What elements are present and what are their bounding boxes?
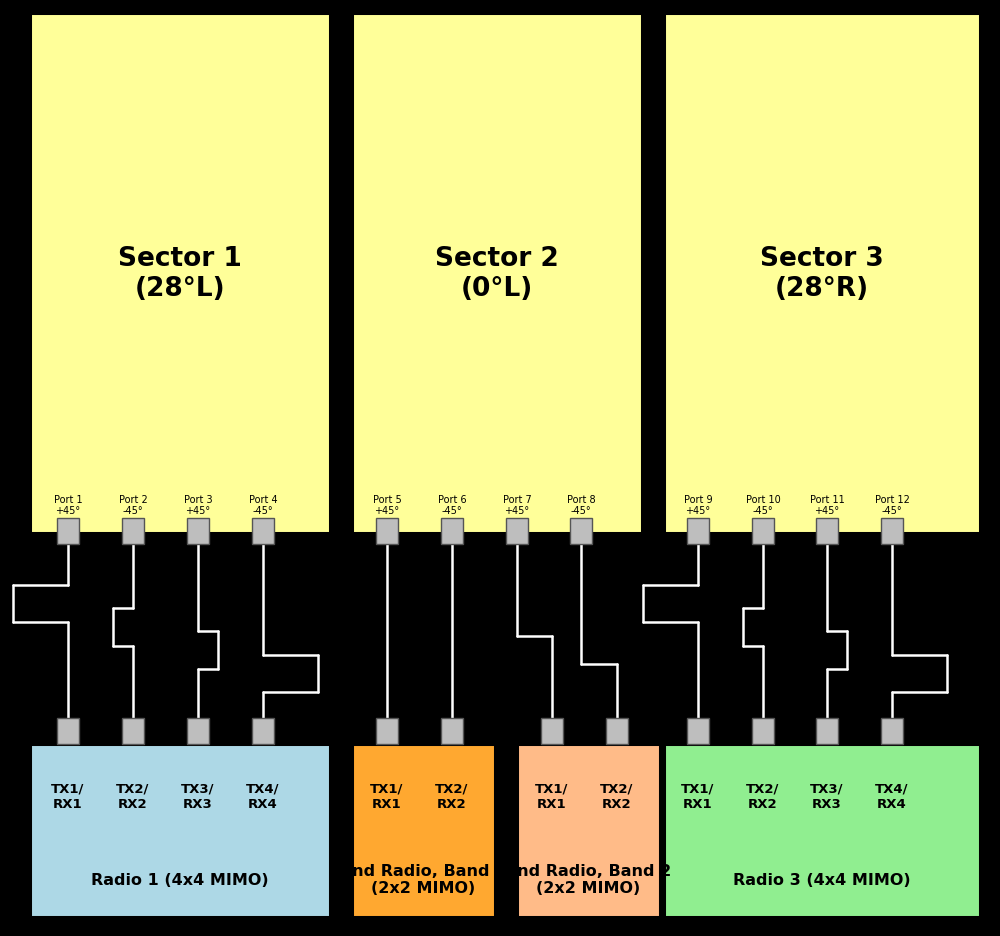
- Text: TX2/
RX2: TX2/ RX2: [435, 782, 469, 810]
- Text: Sector 1
(28°L): Sector 1 (28°L): [118, 246, 242, 301]
- FancyBboxPatch shape: [57, 718, 79, 744]
- Text: Port 1
+45°: Port 1 +45°: [54, 494, 82, 516]
- FancyBboxPatch shape: [687, 718, 709, 744]
- Text: TX1/
RX1: TX1/ RX1: [51, 782, 85, 810]
- Text: Port 11
+45°: Port 11 +45°: [810, 494, 844, 516]
- FancyBboxPatch shape: [752, 519, 774, 545]
- Text: Sector 2
(0°L): Sector 2 (0°L): [435, 246, 559, 301]
- FancyBboxPatch shape: [252, 519, 274, 545]
- Text: Port 9
+45°: Port 9 +45°: [684, 494, 712, 516]
- Text: Port 7
+45°: Port 7 +45°: [503, 494, 531, 516]
- FancyBboxPatch shape: [352, 744, 495, 917]
- Text: Port 3
+45°: Port 3 +45°: [184, 494, 212, 516]
- FancyBboxPatch shape: [606, 718, 628, 744]
- Text: TX1/
RX1: TX1/ RX1: [370, 782, 404, 810]
- Text: Port 10
-45°: Port 10 -45°: [746, 494, 780, 516]
- FancyBboxPatch shape: [441, 519, 463, 545]
- FancyBboxPatch shape: [352, 14, 642, 534]
- FancyBboxPatch shape: [187, 718, 209, 744]
- Text: Port 6
-45°: Port 6 -45°: [438, 494, 466, 516]
- FancyBboxPatch shape: [376, 718, 398, 744]
- Text: TX3/
RX3: TX3/ RX3: [181, 782, 215, 810]
- FancyBboxPatch shape: [252, 718, 274, 744]
- FancyBboxPatch shape: [664, 744, 980, 917]
- Text: TX3/
RX3: TX3/ RX3: [810, 782, 844, 810]
- FancyBboxPatch shape: [570, 519, 592, 545]
- Text: TX4/
RX4: TX4/ RX4: [875, 782, 909, 810]
- Text: Radio 1 (4x4 MIMO): Radio 1 (4x4 MIMO): [91, 871, 269, 886]
- Text: TX2/
RX2: TX2/ RX2: [600, 782, 634, 810]
- FancyBboxPatch shape: [122, 718, 144, 744]
- FancyBboxPatch shape: [506, 519, 528, 545]
- FancyBboxPatch shape: [541, 718, 563, 744]
- Text: Port 2
-45°: Port 2 -45°: [119, 494, 147, 516]
- Text: 2nd Radio, Band 2
(2x2 MIMO): 2nd Radio, Band 2 (2x2 MIMO): [506, 863, 671, 896]
- FancyBboxPatch shape: [57, 519, 79, 545]
- FancyBboxPatch shape: [816, 718, 838, 744]
- FancyBboxPatch shape: [30, 14, 330, 534]
- Text: Port 4
-45°: Port 4 -45°: [249, 494, 277, 516]
- Text: Sector 3
(28°R): Sector 3 (28°R): [760, 246, 884, 301]
- FancyBboxPatch shape: [664, 14, 980, 534]
- Text: TX2/
RX2: TX2/ RX2: [116, 782, 150, 810]
- Text: Port 5
+45°: Port 5 +45°: [373, 494, 401, 516]
- Text: Port 12
-45°: Port 12 -45°: [875, 494, 909, 516]
- Text: TX1/
RX1: TX1/ RX1: [535, 782, 569, 810]
- FancyBboxPatch shape: [687, 519, 709, 545]
- Text: Radio 3 (4x4 MIMO): Radio 3 (4x4 MIMO): [733, 871, 911, 886]
- FancyBboxPatch shape: [881, 718, 903, 744]
- FancyBboxPatch shape: [881, 519, 903, 545]
- Text: TX4/
RX4: TX4/ RX4: [246, 782, 280, 810]
- Text: 2nd Radio, Band 1
(2x2 MIMO): 2nd Radio, Band 1 (2x2 MIMO): [341, 863, 506, 896]
- FancyBboxPatch shape: [187, 519, 209, 545]
- FancyBboxPatch shape: [816, 519, 838, 545]
- Text: Port 8
-45°: Port 8 -45°: [567, 494, 595, 516]
- FancyBboxPatch shape: [376, 519, 398, 545]
- Text: TX1/
RX1: TX1/ RX1: [681, 782, 715, 810]
- FancyBboxPatch shape: [752, 718, 774, 744]
- FancyBboxPatch shape: [30, 744, 330, 917]
- FancyBboxPatch shape: [122, 519, 144, 545]
- Text: TX2/
RX2: TX2/ RX2: [746, 782, 780, 810]
- FancyBboxPatch shape: [517, 744, 660, 917]
- FancyBboxPatch shape: [441, 718, 463, 744]
